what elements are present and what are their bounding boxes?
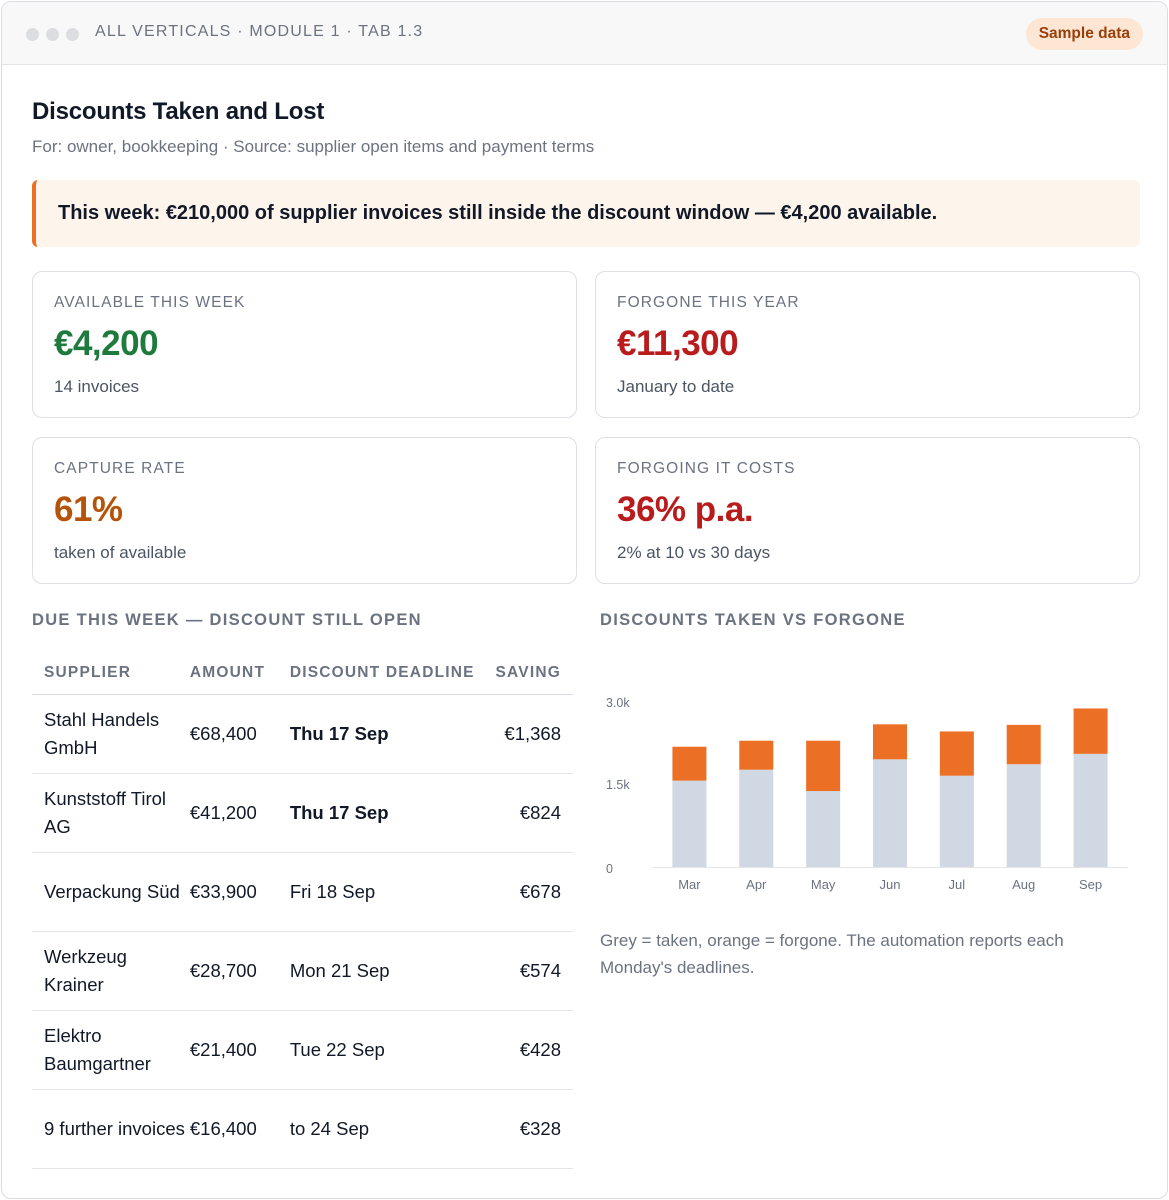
cell-amount: €68,400 [189, 694, 290, 774]
cell-deadline: Fri 18 Sep [289, 852, 496, 932]
chart-title: DISCOUNTS TAKEN VS FORGONE [600, 611, 906, 629]
window-minimize-dot[interactable] [46, 28, 59, 41]
page-subtitle: For: owner, bookkeeping · Source: suppli… [32, 137, 595, 156]
bar-forgone [1006, 724, 1041, 765]
table-row[interactable]: Verpackung Süd €33,900 Fri 18 Sep €678 [32, 852, 573, 932]
column-header-amount[interactable]: AMOUNT [189, 652, 290, 695]
cell-deadline: Tue 22 Sep [289, 1010, 496, 1090]
cell-supplier: Stahl Handels GmbH [32, 694, 190, 774]
bar-taken [739, 769, 774, 867]
x-tick-label: May [811, 877, 836, 892]
cell-supplier: Kunststoff Tirol AG [32, 773, 190, 853]
bar-taken [939, 775, 974, 867]
kpi-note: 14 invoices [54, 377, 140, 396]
y-tick-label: 1.5k [606, 778, 630, 792]
table-header-row: SUPPLIER AMOUNT DISCOUNT DEADLINE SAVING [32, 652, 573, 695]
table-row[interactable]: Stahl Handels GmbH €68,400 Thu 17 Sep €1… [32, 694, 573, 774]
due-table: SUPPLIER AMOUNT DISCOUNT DEADLINE SAVING… [32, 652, 573, 1169]
cell-supplier: 9 further invoices [32, 1089, 190, 1169]
alert-banner: This week: €210,000 of supplier invoices… [32, 180, 1140, 247]
due-table-title: DUE THIS WEEK — DISCOUNT STILL OPEN [32, 611, 422, 629]
bar-forgone [939, 731, 974, 776]
x-tick-label: Jul [949, 877, 966, 892]
x-tick-label: Mar [678, 877, 701, 892]
kpi-value: €11,300 [617, 324, 739, 363]
table-row[interactable]: Werkzeug Krainer €28,700 Mon 21 Sep €574 [32, 931, 573, 1011]
cell-saving: €428 [495, 1010, 573, 1090]
kpi-label: FORGOING IT COSTS [617, 460, 796, 477]
bar-forgone [806, 740, 841, 792]
kpi-note: 2% at 10 vs 30 days [617, 543, 771, 562]
kpi-label: AVAILABLE THIS WEEK [54, 294, 246, 311]
cell-deadline: Thu 17 Sep [289, 773, 496, 853]
sample-data-badge: Sample data [1025, 18, 1143, 50]
cell-amount: €16,400 [189, 1089, 290, 1169]
cell-saving: €328 [495, 1089, 573, 1169]
column-header-supplier[interactable]: SUPPLIER [32, 652, 190, 695]
cell-amount: €28,700 [189, 931, 290, 1011]
x-tick-label: Apr [746, 877, 767, 892]
discounts-chart: 0 1.5k 3.0k Mar Apr May Jun Jul Aug Sep [600, 685, 1140, 915]
cell-saving: €574 [495, 931, 573, 1011]
table-row[interactable]: Kunststoff Tirol AG €41,200 Thu 17 Sep €… [32, 773, 573, 853]
cell-supplier: Elektro Baumgartner [32, 1010, 190, 1090]
column-header-saving[interactable]: SAVING [495, 652, 573, 695]
x-tick-label: Sep [1079, 877, 1102, 892]
y-tick-label: 0 [606, 862, 613, 876]
title-bar: ALL VERTICALS · MODULE 1 · TAB 1.3 Sampl… [2, 2, 1167, 65]
bar-taken [873, 759, 907, 867]
bar-taken [672, 780, 707, 867]
x-tick-label: Aug [1012, 877, 1035, 892]
cell-amount: €33,900 [189, 852, 290, 932]
window-close-dot[interactable] [26, 28, 39, 41]
kpi-card-cost: FORGOING IT COSTS 36% p.a. 2% at 10 vs 3… [595, 437, 1140, 584]
cell-supplier: Verpackung Süd [32, 852, 190, 932]
cell-supplier: Werkzeug Krainer [32, 931, 190, 1011]
kpi-card-available: AVAILABLE THIS WEEK €4,200 14 invoices [32, 271, 577, 418]
cell-saving: €824 [495, 773, 573, 853]
bar-forgone [873, 724, 907, 760]
breadcrumb: ALL VERTICALS · MODULE 1 · TAB 1.3 [95, 23, 424, 40]
column-header-deadline[interactable]: DISCOUNT DEADLINE [289, 652, 496, 695]
bar-taken [1006, 764, 1041, 867]
kpi-value: 61% [54, 490, 123, 529]
window-maximize-dot[interactable] [66, 28, 79, 41]
cell-deadline: Thu 17 Sep [289, 694, 496, 774]
y-tick-label: 3.0k [606, 696, 630, 710]
kpi-label: CAPTURE RATE [54, 460, 186, 477]
table-row[interactable]: 9 further invoices €16,400 to 24 Sep €32… [32, 1089, 573, 1169]
cell-deadline: to 24 Sep [289, 1089, 496, 1169]
kpi-value: €4,200 [54, 324, 159, 363]
cell-deadline: Mon 21 Sep [289, 931, 496, 1011]
cell-amount: €41,200 [189, 773, 290, 853]
cell-saving: €678 [495, 852, 573, 932]
table-row[interactable]: Elektro Baumgartner €21,400 Tue 22 Sep €… [32, 1010, 573, 1090]
kpi-card-capture-rate: CAPTURE RATE 61% taken of available [32, 437, 577, 584]
kpi-card-forgone: FORGONE THIS YEAR €11,300 January to dat… [595, 271, 1140, 418]
kpi-note: taken of available [54, 543, 187, 562]
x-tick-label: Jun [880, 877, 901, 892]
discounts-chart-svg: 0 1.5k 3.0k Mar Apr May Jun Jul Aug Sep [606, 696, 1128, 892]
page-title: Discounts Taken and Lost [32, 98, 325, 125]
chart-caption: Grey = taken, orange = forgone. The auto… [600, 931, 1064, 977]
cell-amount: €21,400 [189, 1010, 290, 1090]
kpi-value: 36% p.a. [617, 490, 754, 529]
bar-forgone [1073, 708, 1108, 754]
kpi-label: FORGONE THIS YEAR [617, 294, 800, 311]
cell-saving: €1,368 [495, 694, 573, 774]
bar-taken [806, 791, 841, 867]
bar-forgone [739, 740, 774, 770]
kpi-note: January to date [617, 377, 735, 396]
bar-taken [1073, 753, 1108, 867]
bar-forgone [672, 746, 707, 781]
